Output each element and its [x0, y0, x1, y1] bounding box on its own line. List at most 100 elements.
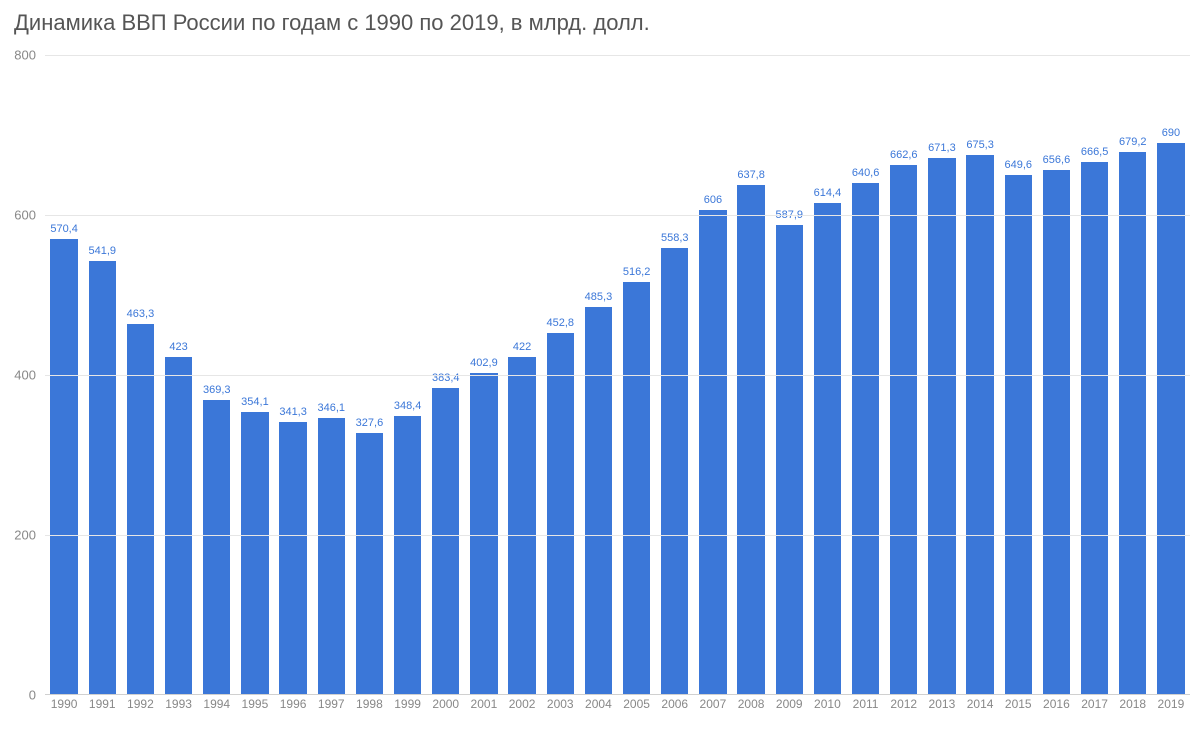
bar-value-label: 485,3: [585, 291, 612, 303]
x-tick-label: 2000: [432, 697, 459, 711]
bar: 558,3: [661, 248, 688, 695]
bar: 671,3: [928, 158, 955, 695]
bar: 402,9: [470, 373, 497, 695]
bar-value-label: 422: [508, 341, 535, 353]
y-tick-label: 200: [14, 528, 36, 543]
x-tick-label: 2017: [1081, 697, 1108, 711]
bar-value-label: 662,6: [890, 149, 917, 161]
grid-line: [45, 535, 1190, 536]
x-tick-label: 2013: [929, 697, 956, 711]
bar-value-label: 402,9: [470, 357, 497, 369]
x-tick-label: 1996: [280, 697, 307, 711]
x-tick-label: 2010: [814, 697, 841, 711]
x-tick-label: 1998: [356, 697, 383, 711]
bar-value-label: 649,6: [1005, 159, 1032, 171]
y-tick-label: 600: [14, 208, 36, 223]
bar-value-label: 666,5: [1081, 146, 1108, 158]
bar-value-label: 516,2: [623, 266, 650, 278]
bar-value-label: 640,6: [852, 167, 879, 179]
bar: 640,6: [852, 183, 879, 695]
x-tick-label: 2011: [853, 697, 879, 711]
x-baseline: [45, 694, 1190, 695]
grid-line: [45, 375, 1190, 376]
bar-value-label: 671,3: [928, 142, 955, 154]
bar-value-label: 675,3: [966, 139, 993, 151]
x-tick-label: 1994: [203, 697, 230, 711]
y-tick-label: 0: [29, 688, 36, 703]
bar-value-label: 570,4: [50, 223, 77, 235]
bar: 675,3: [966, 155, 993, 695]
x-tick-label: 1995: [242, 697, 269, 711]
x-tick-label: 2005: [623, 697, 650, 711]
x-tick-label: 1999: [394, 697, 421, 711]
x-tick-label: 2018: [1119, 697, 1146, 711]
bar-value-label: 423: [165, 341, 192, 353]
x-tick-label: 2004: [585, 697, 612, 711]
bar-value-label: 346,1: [318, 402, 345, 414]
x-tick-label: 2016: [1043, 697, 1070, 711]
grid-line: [45, 55, 1190, 56]
x-tick-label: 2008: [738, 697, 765, 711]
y-tick-label: 400: [14, 368, 36, 383]
chart-title: Динамика ВВП России по годам с 1990 по 2…: [14, 10, 650, 36]
chart-container: Динамика ВВП России по годам с 1990 по 2…: [0, 0, 1200, 736]
bar: 662,6: [890, 165, 917, 695]
y-axis: 0200400600800: [0, 55, 40, 695]
bar: 656,6: [1043, 170, 1070, 695]
bar-value-label: 369,3: [203, 384, 230, 396]
bar: 463,3: [127, 324, 154, 695]
plot-area: 570,4 541,9 463,3 423 369,3 354,1 341,3 346,1 32…: [45, 55, 1190, 695]
bar: 606: [699, 210, 726, 695]
bar-value-label: 348,4: [394, 400, 421, 412]
bar-value-label: 606: [699, 194, 726, 206]
bar-value-label: 637,8: [737, 169, 764, 181]
x-tick-label: 2012: [890, 697, 917, 711]
bar: 423: [165, 357, 192, 695]
x-tick-label: 1990: [51, 697, 78, 711]
bar-value-label: 690: [1157, 127, 1184, 139]
x-tick-label: 1997: [318, 697, 345, 711]
x-tick-label: 1993: [165, 697, 192, 711]
bar-value-label: 679,2: [1119, 136, 1146, 148]
x-tick-label: 2009: [776, 697, 803, 711]
bar-value-label: 354,1: [241, 396, 268, 408]
bar: 422: [508, 357, 535, 695]
bar: 666,5: [1081, 162, 1108, 695]
bar: 327,6: [356, 433, 383, 695]
x-tick-label: 2001: [471, 697, 498, 711]
bar-value-label: 558,3: [661, 232, 688, 244]
x-tick-label: 2014: [967, 697, 994, 711]
x-axis: 1990 1991 1992 1993 1994 1995 1996 1997 1998 1999…: [45, 697, 1190, 727]
bar: 637,8: [737, 185, 764, 695]
bar: 614,4: [814, 203, 841, 695]
x-tick-label: 2019: [1158, 697, 1185, 711]
bar: 452,8: [547, 333, 574, 695]
x-tick-label: 2003: [547, 697, 574, 711]
x-tick-label: 1991: [89, 697, 116, 711]
bar: 570,4: [50, 239, 77, 695]
bar: 369,3: [203, 400, 230, 695]
bar: 485,3: [585, 307, 612, 695]
bar: 649,6: [1005, 175, 1032, 695]
bar: 679,2: [1119, 152, 1146, 695]
y-tick-label: 800: [14, 48, 36, 63]
bar: 587,9: [776, 225, 803, 695]
bar: 346,1: [318, 418, 345, 695]
bar: 383,4: [432, 388, 459, 695]
bar: 690: [1157, 143, 1184, 695]
x-tick-label: 2002: [509, 697, 536, 711]
grid-line: [45, 215, 1190, 216]
bar-value-label: 327,6: [356, 417, 383, 429]
x-tick-label: 2007: [700, 697, 727, 711]
bar-value-label: 656,6: [1043, 154, 1070, 166]
bar: 348,4: [394, 416, 421, 695]
bar-value-label: 463,3: [127, 308, 154, 320]
bar: 516,2: [623, 282, 650, 695]
bar: 541,9: [89, 261, 116, 695]
bar-value-label: 341,3: [279, 406, 306, 418]
bar-value-label: 614,4: [814, 187, 841, 199]
bar-value-label: 452,8: [547, 317, 574, 329]
x-tick-label: 2006: [661, 697, 688, 711]
bar: 341,3: [279, 422, 306, 695]
x-tick-label: 1992: [127, 697, 154, 711]
